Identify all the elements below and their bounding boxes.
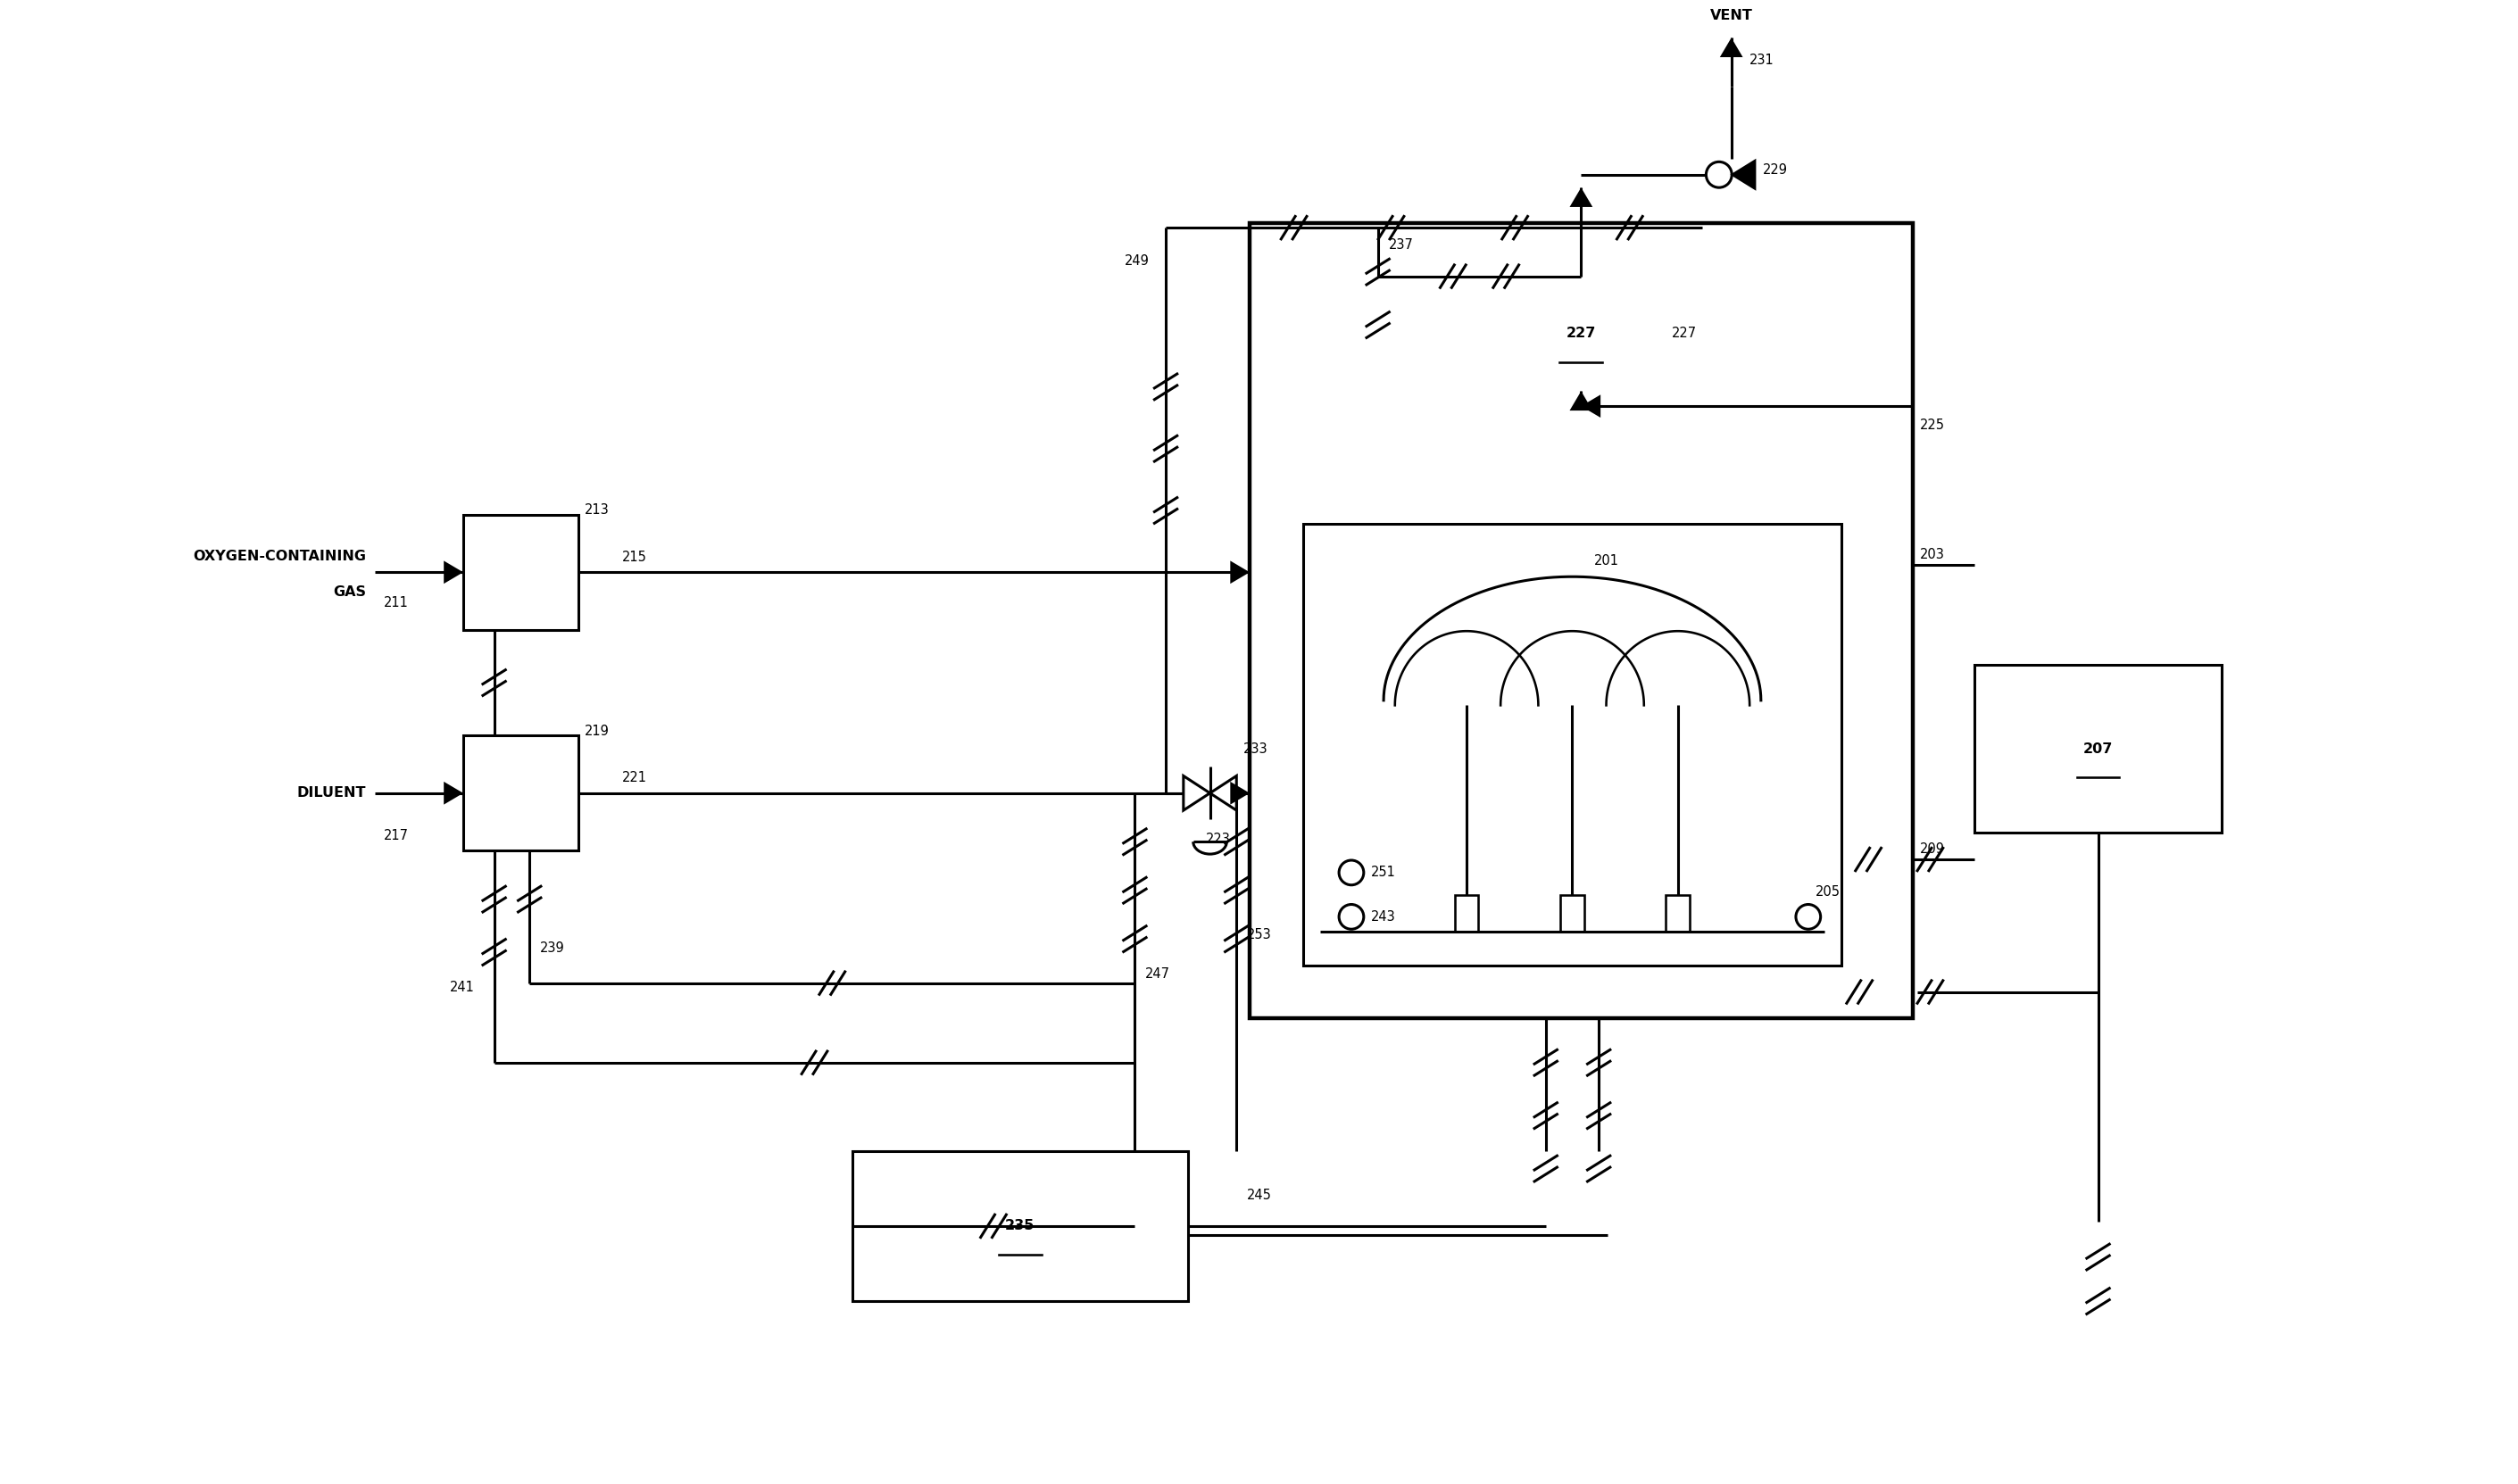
Bar bbox=[1974, 665, 2221, 833]
Text: 233: 233 bbox=[1244, 742, 1269, 755]
Bar bbox=[1455, 895, 1478, 932]
Text: 223: 223 bbox=[1206, 833, 1231, 846]
Polygon shape bbox=[1730, 159, 1755, 191]
Text: 227: 227 bbox=[1566, 326, 1596, 340]
Bar bbox=[463, 515, 579, 629]
Text: 231: 231 bbox=[1750, 53, 1773, 67]
Text: 245: 245 bbox=[1246, 1189, 1272, 1202]
Polygon shape bbox=[443, 782, 463, 804]
Text: 207: 207 bbox=[2082, 742, 2113, 755]
Text: 229: 229 bbox=[1763, 163, 1788, 177]
Text: 205: 205 bbox=[1815, 886, 1841, 899]
Bar bbox=[1249, 223, 1914, 1018]
Polygon shape bbox=[1231, 782, 1249, 804]
Polygon shape bbox=[1569, 187, 1591, 206]
Text: 219: 219 bbox=[584, 724, 609, 738]
Text: 203: 203 bbox=[1919, 548, 1944, 561]
Text: 251: 251 bbox=[1370, 867, 1395, 880]
Text: 209: 209 bbox=[1919, 841, 1944, 855]
Polygon shape bbox=[1231, 561, 1249, 583]
Text: VENT: VENT bbox=[1710, 9, 1753, 22]
Text: 247: 247 bbox=[1146, 968, 1171, 981]
Text: 201: 201 bbox=[1594, 554, 1619, 567]
Text: 253: 253 bbox=[1246, 928, 1272, 941]
Bar bbox=[1561, 895, 1584, 932]
Text: 249: 249 bbox=[1126, 255, 1151, 269]
Text: OXYGEN-CONTAINING: OXYGEN-CONTAINING bbox=[194, 549, 365, 562]
Text: 241: 241 bbox=[451, 981, 476, 994]
Bar bbox=[851, 1152, 1188, 1301]
Text: GAS: GAS bbox=[332, 585, 365, 598]
Bar bbox=[1498, 276, 1664, 392]
Text: 215: 215 bbox=[622, 551, 647, 564]
Text: 221: 221 bbox=[622, 772, 647, 785]
Polygon shape bbox=[1183, 776, 1211, 810]
Bar bbox=[1667, 895, 1690, 932]
Text: 237: 237 bbox=[1387, 239, 1413, 252]
Text: 225: 225 bbox=[1919, 418, 1944, 432]
Text: 243: 243 bbox=[1370, 910, 1395, 923]
Text: 211: 211 bbox=[383, 597, 408, 610]
Text: 239: 239 bbox=[541, 941, 564, 954]
Text: 235: 235 bbox=[1005, 1220, 1035, 1233]
Bar bbox=[1302, 524, 1841, 966]
Polygon shape bbox=[1211, 776, 1236, 810]
Polygon shape bbox=[1569, 392, 1591, 411]
Bar bbox=[463, 736, 579, 850]
Polygon shape bbox=[1720, 37, 1742, 58]
Text: 217: 217 bbox=[383, 830, 408, 843]
Polygon shape bbox=[443, 561, 463, 583]
Text: DILUENT: DILUENT bbox=[297, 787, 365, 800]
Text: 213: 213 bbox=[584, 503, 609, 516]
Text: 227: 227 bbox=[1672, 326, 1697, 340]
Polygon shape bbox=[1581, 395, 1601, 417]
